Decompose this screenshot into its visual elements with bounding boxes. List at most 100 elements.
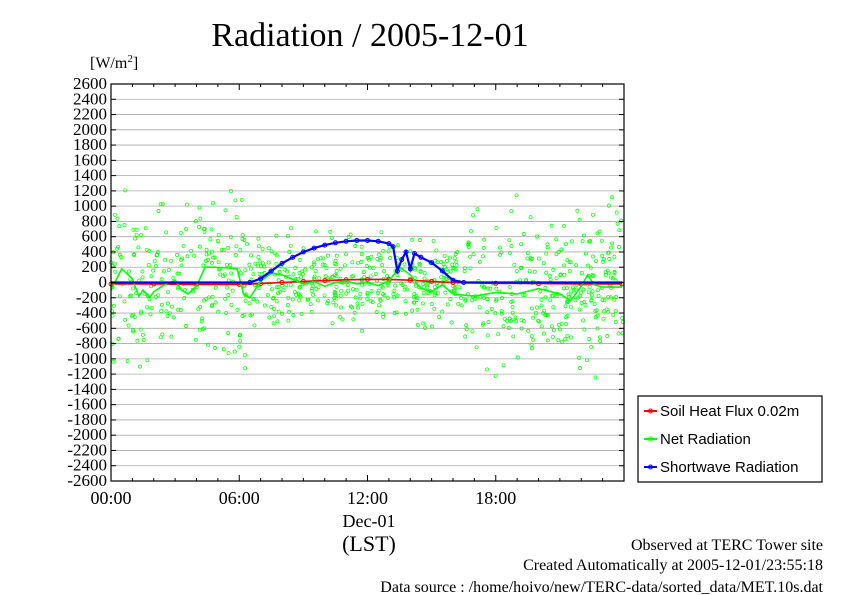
- scatter-point: [240, 233, 245, 238]
- scatter-point: [471, 252, 476, 257]
- scatter-point: [535, 305, 539, 310]
- series-point: [450, 277, 456, 283]
- scatter-point: [579, 271, 584, 275]
- scatter-point: [554, 237, 559, 242]
- scatter-point: [606, 250, 611, 255]
- scatter-point: [582, 327, 587, 332]
- scatter-point: [534, 311, 538, 316]
- y-tick-label: 1800: [73, 135, 107, 154]
- scatter-point: [402, 262, 407, 267]
- scatter-point: [163, 257, 168, 262]
- scatter-point: [467, 241, 471, 246]
- scatter-point: [218, 272, 223, 277]
- scatter-point: [230, 288, 235, 293]
- scatter-point: [284, 283, 289, 288]
- scatter-point: [554, 252, 559, 257]
- scatter-point: [159, 302, 164, 307]
- y-tick-label: -800: [76, 334, 107, 353]
- scatter-point: [581, 318, 586, 323]
- scatter-point: [136, 245, 141, 250]
- scatter-point: [579, 300, 584, 305]
- scatter-point: [122, 223, 127, 228]
- scatter-point: [260, 246, 265, 251]
- scatter-point: [375, 256, 380, 261]
- scatter-point: [597, 335, 602, 340]
- scatter-point: [374, 310, 379, 315]
- scatter-point: [286, 295, 291, 300]
- scatter-point: [482, 285, 487, 290]
- scatter-point: [223, 208, 228, 213]
- scatter-point: [182, 296, 187, 301]
- scatter-point: [377, 303, 381, 308]
- scatter-point: [344, 252, 349, 257]
- scatter-point: [126, 323, 131, 328]
- scatter-point: [312, 260, 316, 265]
- scatter-point: [115, 216, 120, 221]
- scatter-point: [276, 291, 281, 296]
- scatter-point: [280, 311, 285, 316]
- series-point: [390, 244, 396, 250]
- scatter-point: [325, 301, 330, 306]
- series-point: [258, 276, 264, 282]
- chart-title: Radiation / 2005-12-01: [211, 17, 528, 54]
- scatter-point: [155, 252, 159, 257]
- series-line: [110, 266, 622, 302]
- scatter-point: [221, 347, 226, 352]
- scatter-point: [314, 287, 319, 291]
- scatter-point: [216, 260, 221, 265]
- scatter-point: [368, 298, 373, 303]
- scatter-point: [359, 252, 364, 257]
- scatter-point: [313, 229, 318, 234]
- scatter-point: [169, 258, 174, 263]
- scatter-point: [488, 286, 493, 291]
- scatter-point: [547, 274, 552, 279]
- scatter-point: [422, 271, 427, 276]
- scatter-point: [584, 251, 588, 256]
- scatter-point: [603, 270, 608, 275]
- scatter-point: [272, 314, 277, 319]
- scatter-point: [135, 338, 140, 343]
- scatter-point: [159, 277, 164, 282]
- scatter-point: [537, 319, 542, 324]
- scatter-point: [190, 287, 195, 292]
- scatter-point: [209, 227, 214, 232]
- scatter-point: [213, 346, 217, 350]
- scatter-point: [350, 305, 355, 310]
- scatter-point: [567, 269, 572, 274]
- scatter-point: [365, 255, 370, 260]
- scatter-point: [528, 215, 533, 220]
- scatter-point: [338, 266, 343, 271]
- scatter-point: [559, 247, 564, 252]
- scatter-point: [160, 332, 165, 337]
- scatter-point: [477, 259, 482, 264]
- scatter-point: [334, 253, 339, 258]
- scatter-point: [554, 276, 559, 281]
- scatter-point: [607, 203, 611, 208]
- scatter-point: [422, 276, 427, 281]
- scatter-point: [274, 285, 279, 290]
- scatter-point: [144, 247, 149, 252]
- scatter-point: [348, 232, 353, 237]
- y-tick-label: -1800: [67, 410, 107, 429]
- scatter-point: [543, 295, 548, 300]
- legend-marker: [648, 464, 653, 470]
- scatter-point: [160, 202, 165, 207]
- series-point: [290, 254, 296, 260]
- scatter-point: [464, 327, 469, 332]
- scatter-point: [543, 285, 548, 290]
- series-point: [365, 238, 370, 243]
- scatter-point: [410, 308, 415, 313]
- scatter-point: [166, 290, 171, 295]
- scatter-point: [356, 305, 360, 310]
- scatter-point: [596, 293, 601, 298]
- scatter-point: [178, 308, 183, 313]
- scatter-point: [425, 291, 430, 295]
- scatter-point: [202, 326, 207, 331]
- scatter-point: [565, 285, 570, 290]
- scatter-point: [485, 297, 490, 302]
- y-tick-label: -200: [76, 288, 107, 307]
- scatter-point: [367, 265, 372, 270]
- scatter-point: [326, 253, 330, 258]
- scatter-point: [602, 257, 606, 262]
- scatter-point: [585, 263, 590, 268]
